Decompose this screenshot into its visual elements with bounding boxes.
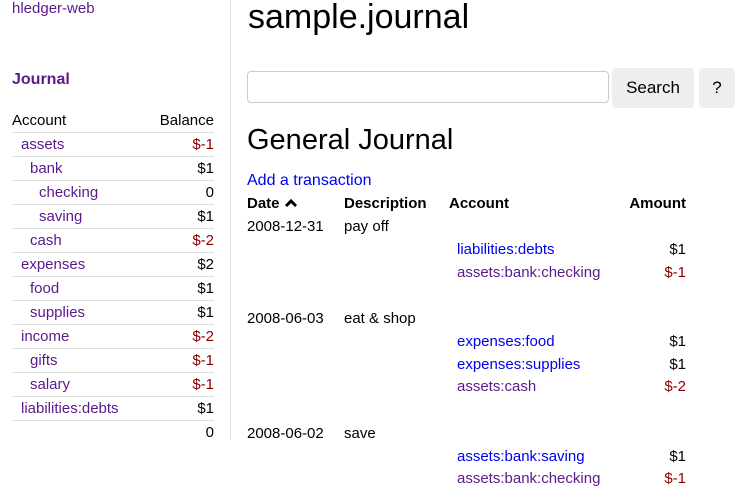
- account-link[interactable]: liabilities:debts: [21, 400, 119, 417]
- account-link[interactable]: supplies: [30, 304, 86, 321]
- balance-row: bank $1: [12, 156, 214, 181]
- account-column-header: Account: [449, 195, 509, 212]
- posting-account-link[interactable]: assets:bank:saving: [457, 447, 585, 465]
- balance-row: gifts $-1: [12, 348, 214, 373]
- posting-account-link[interactable]: assets:bank:checking: [457, 470, 601, 487]
- balance-value: $-2: [145, 324, 214, 349]
- posting-amount: $1: [669, 333, 686, 350]
- brand-link[interactable]: hledger-web: [12, 0, 95, 17]
- balance-row: cash $-2: [12, 228, 214, 253]
- add-transaction-link[interactable]: Add a transaction: [247, 172, 372, 189]
- balance-row: salary $-1: [12, 372, 214, 397]
- amount-column-header: Amount: [629, 195, 686, 212]
- total-value: 0: [145, 420, 214, 444]
- account-link[interactable]: checking: [39, 184, 99, 201]
- sidebar: hledger-web Journal Account Balance asset…: [0, 0, 231, 444]
- balance-value: $1: [145, 276, 214, 301]
- transaction-description: pay off: [344, 218, 389, 235]
- posting-account-link[interactable]: assets:bank:checking: [457, 263, 601, 281]
- transaction-date: 2008-06-02: [247, 424, 324, 442]
- posting-account-link[interactable]: expenses:food: [457, 333, 555, 350]
- posting-account-link[interactable]: liabilities:debts: [457, 241, 555, 258]
- description-column-header: Description: [344, 195, 427, 212]
- posting-amount: $-1: [664, 263, 686, 281]
- balance-table: Account Balance assets $-1 bank $1 checking 0 s…: [12, 109, 214, 444]
- account-link[interactable]: gifts: [30, 352, 58, 369]
- account-link[interactable]: salary: [30, 376, 71, 393]
- posting-amount: $-1: [664, 470, 686, 487]
- posting-amount: $1: [669, 447, 686, 465]
- account-link[interactable]: cash: [30, 232, 62, 249]
- balance-value: $1: [145, 396, 214, 421]
- balance-row: checking 0: [12, 180, 214, 205]
- balance-value: $1: [145, 204, 214, 229]
- account-link[interactable]: food: [30, 280, 60, 297]
- chevron-up-icon: [284, 198, 297, 208]
- help-button[interactable]: ?: [699, 68, 735, 108]
- balance-value: $-1: [145, 348, 214, 373]
- posting-account-link[interactable]: expenses:supplies: [457, 355, 581, 373]
- date-column-header[interactable]: Date: [247, 195, 298, 212]
- account-link[interactable]: assets: [21, 136, 65, 153]
- balance-header: Balance: [145, 109, 214, 133]
- balance-row: expenses $2: [12, 252, 214, 277]
- transaction-date: 2008-06-03: [247, 310, 324, 327]
- posting-account-link[interactable]: assets:cash: [457, 378, 537, 395]
- account-link[interactable]: income: [21, 328, 70, 345]
- total-row: 0: [12, 420, 214, 444]
- transaction-date: 2008-12-31: [247, 218, 324, 235]
- account-header: Account: [12, 109, 146, 133]
- balance-row: food $1: [12, 276, 214, 301]
- balance-row: assets $-1: [12, 132, 214, 157]
- date-header-label: Date: [247, 195, 280, 212]
- page-title: sample.journal: [248, 0, 470, 36]
- balance-row: supplies $1: [12, 300, 214, 325]
- search-input[interactable]: [247, 71, 609, 103]
- journal-title: General Journal: [247, 124, 454, 156]
- account-link[interactable]: saving: [39, 208, 83, 225]
- balance-value: $2: [145, 252, 214, 277]
- balance-value: $1: [145, 156, 214, 181]
- balance-row: saving $1: [12, 204, 214, 229]
- balance-row: liabilities:debts $1: [12, 396, 214, 421]
- balance-value: $-2: [145, 228, 214, 253]
- journal-link[interactable]: Journal: [12, 71, 70, 88]
- balance-row: income $-2: [12, 324, 214, 349]
- balance-value: $-1: [145, 132, 214, 157]
- search-button[interactable]: Search: [612, 68, 694, 108]
- balance-value: $1: [145, 300, 214, 325]
- transaction-description: eat & shop: [344, 310, 416, 327]
- account-link[interactable]: bank: [30, 160, 63, 177]
- balance-value: $-1: [145, 372, 214, 397]
- posting-amount: $-2: [664, 378, 686, 395]
- balance-value: 0: [145, 180, 214, 205]
- posting-amount: $1: [669, 241, 686, 258]
- transaction-description: save: [344, 424, 376, 442]
- posting-amount: $1: [669, 355, 686, 373]
- account-link[interactable]: expenses: [21, 256, 86, 273]
